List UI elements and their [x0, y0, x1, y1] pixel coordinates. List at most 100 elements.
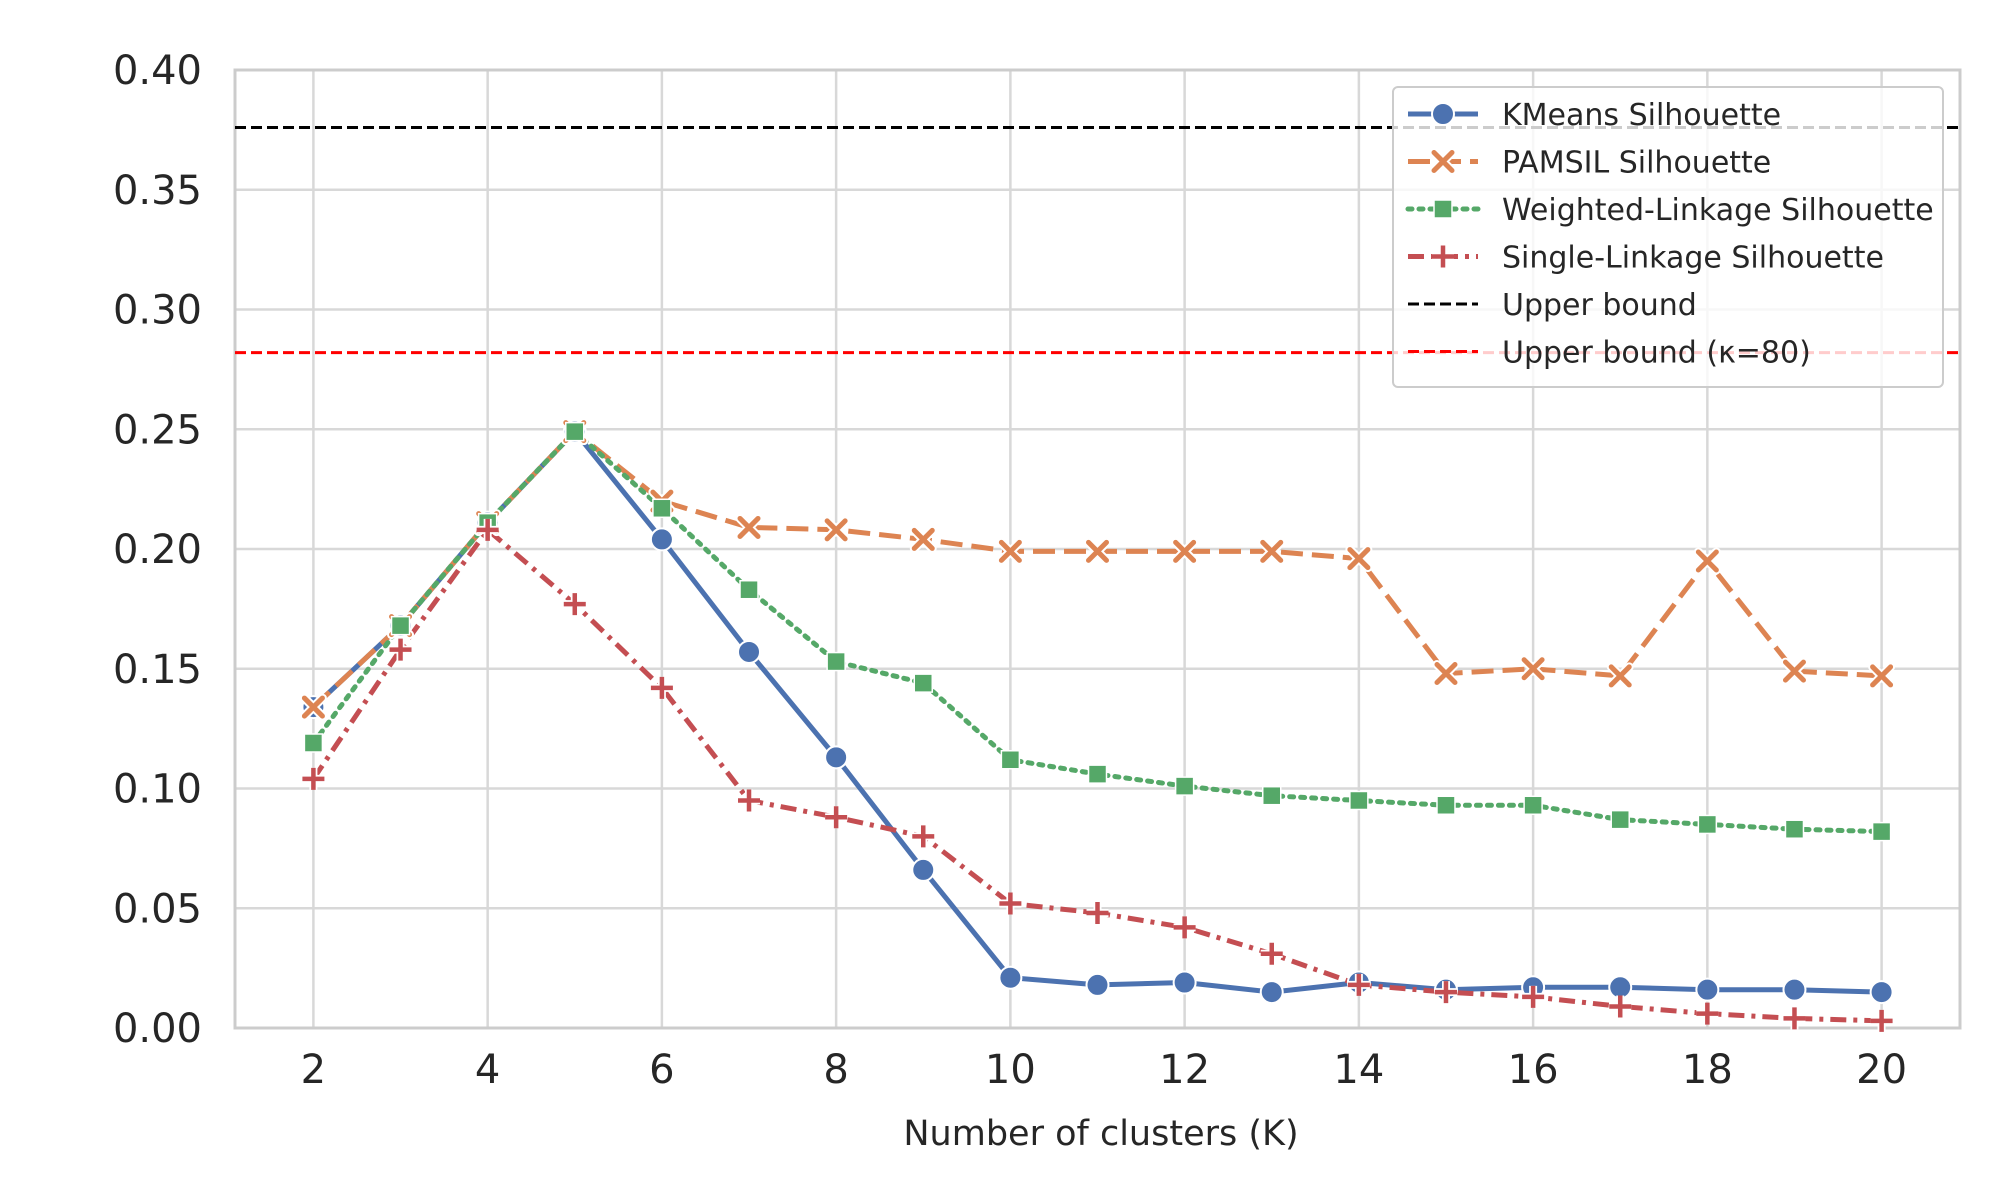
- x-axis-label: Number of clusters (K): [903, 1114, 1298, 1154]
- data-point: [1347, 973, 1370, 996]
- data-point: [649, 527, 674, 552]
- data-point: [1608, 975, 1633, 1000]
- legend-label: PAMSIL Silhouette: [1502, 146, 1771, 181]
- data-point: [739, 579, 759, 600]
- legend-items: KMeans Silhouette PAMSIL Silhouette Weight…: [1405, 98, 1934, 371]
- y-tick-label: 0.40: [113, 48, 202, 94]
- data-point: [1870, 664, 1894, 688]
- x-tick-label: 2: [301, 1047, 326, 1093]
- x-tick-labels: 2 4 6 8 10 12 14 16 18 20: [301, 1047, 1907, 1093]
- data-point: [1436, 795, 1456, 816]
- data-point: [1783, 1007, 1806, 1030]
- data-point: [1871, 821, 1892, 842]
- data-point: [912, 825, 935, 848]
- data-point: [1784, 819, 1805, 839]
- data-point: [1000, 750, 1021, 770]
- data-point: [998, 965, 1023, 990]
- data-point: [1870, 1009, 1893, 1032]
- data-point: [1085, 972, 1110, 997]
- data-point: [913, 673, 934, 693]
- data-point: [1434, 981, 1457, 1004]
- data-point: [1869, 980, 1894, 1005]
- data-point: [825, 806, 848, 829]
- data-point: [1172, 970, 1197, 995]
- data-point: [911, 857, 936, 882]
- data-point: [1086, 902, 1109, 925]
- data-point: [999, 892, 1022, 915]
- data-point: [1086, 539, 1109, 563]
- data-point: [1259, 980, 1284, 1005]
- data-point: [1782, 977, 1807, 1002]
- data-point: [302, 767, 325, 790]
- y-tick-label: 0.35: [113, 168, 202, 214]
- series-line-1: [311, 429, 1882, 709]
- data-point: [1173, 916, 1196, 939]
- x-tick-label: 16: [1508, 1047, 1559, 1093]
- data-point: [1260, 539, 1284, 563]
- data-point: [824, 745, 849, 770]
- data-point: [389, 638, 412, 661]
- legend-label: Single-Linkage Silhouette: [1502, 241, 1884, 276]
- x-tick-label: 20: [1856, 1047, 1907, 1093]
- legend-marker: [1431, 102, 1455, 126]
- y-tick-label: 0.10: [113, 767, 202, 813]
- x-tick-label: 10: [985, 1047, 1036, 1093]
- plot-frame: [233, 68, 1962, 1030]
- data-point: [390, 615, 411, 636]
- data-point: [998, 539, 1022, 563]
- series-markers: [299, 418, 1896, 1032]
- data-point: [1522, 985, 1545, 1008]
- y-tick-label: 0.05: [113, 886, 202, 932]
- data-point: [1609, 995, 1632, 1018]
- data-point: [1261, 785, 1282, 806]
- x-tick-label: 14: [1333, 1047, 1384, 1093]
- data-point: [565, 421, 585, 442]
- data-point: [1523, 795, 1543, 816]
- data-point: [650, 676, 673, 699]
- data-point: [1434, 662, 1458, 686]
- legend: KMeans Silhouette PAMSIL Silhouette Weight…: [1392, 86, 1944, 388]
- data-point: [824, 518, 848, 542]
- y-tick-label: 0.20: [113, 527, 202, 573]
- data-point: [1260, 942, 1283, 965]
- data-point: [1608, 664, 1632, 688]
- data-point: [826, 651, 846, 672]
- data-point: [1695, 977, 1720, 1002]
- data-point: [1695, 549, 1719, 573]
- legend-label: Upper bound (κ=80): [1502, 336, 1811, 371]
- data-point: [1782, 659, 1806, 683]
- series-lines: [310, 429, 1885, 1024]
- data-point: [737, 515, 761, 539]
- y-tick-label: 0.25: [113, 407, 202, 453]
- data-point: [1173, 539, 1197, 563]
- data-point: [476, 518, 499, 541]
- data-point: [563, 593, 586, 616]
- data-point: [738, 789, 761, 812]
- legend-box: [1392, 86, 1944, 388]
- x-tick-label: 6: [649, 1047, 674, 1093]
- data-point: [1349, 790, 1369, 811]
- legend-marker: [1432, 245, 1454, 268]
- data-point: [652, 498, 672, 519]
- data-point: [1697, 814, 1718, 835]
- legend-marker: [1433, 199, 1453, 219]
- y-tick-label: 0.30: [113, 288, 202, 334]
- y-tick-label: 0.15: [113, 647, 202, 693]
- data-point: [303, 733, 324, 753]
- data-point: [1087, 764, 1108, 784]
- data-point: [911, 527, 935, 551]
- legend-label: Weighted-Linkage Silhouette: [1502, 193, 1934, 228]
- y-tick-labels: 0.00 0.05 0.10 0.15 0.20 0.25 0.30 0.35 0.40: [113, 48, 202, 1052]
- y-tick-label: 0.00: [113, 1006, 202, 1052]
- data-point: [1521, 657, 1545, 681]
- data-point: [1610, 809, 1630, 830]
- data-point: [737, 639, 762, 664]
- legend-label: KMeans Silhouette: [1502, 98, 1781, 133]
- data-point: [1174, 776, 1195, 796]
- legend-label: Upper bound: [1502, 288, 1697, 323]
- x-tick-label: 12: [1159, 1047, 1210, 1093]
- legend-marker: [1431, 150, 1455, 173]
- x-tick-label: 8: [823, 1047, 848, 1093]
- x-tick-label: 18: [1682, 1047, 1733, 1093]
